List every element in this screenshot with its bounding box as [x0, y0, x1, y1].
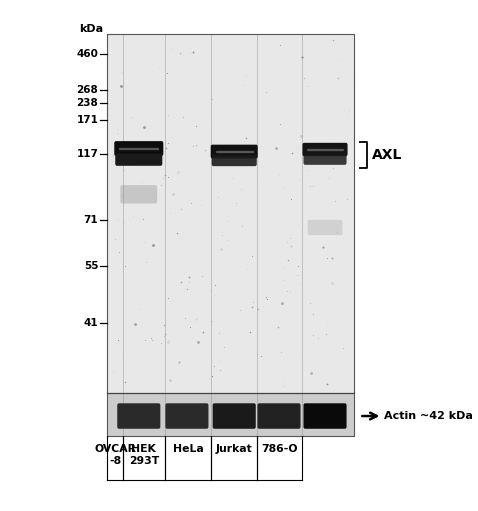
FancyBboxPatch shape: [308, 220, 342, 235]
FancyBboxPatch shape: [165, 403, 208, 429]
FancyBboxPatch shape: [212, 155, 257, 166]
Text: Jurkat: Jurkat: [216, 444, 252, 454]
FancyBboxPatch shape: [117, 403, 160, 429]
Text: Actin ~42 kDa: Actin ~42 kDa: [384, 411, 473, 421]
Text: AXL: AXL: [372, 148, 402, 162]
Bar: [120, 148, 158, 149]
FancyBboxPatch shape: [114, 141, 163, 156]
Text: 71: 71: [84, 215, 98, 225]
Bar: [307, 149, 343, 150]
Bar: [108, 34, 354, 393]
Text: 41: 41: [84, 318, 98, 328]
Bar: [108, 393, 354, 436]
FancyBboxPatch shape: [211, 145, 258, 158]
FancyBboxPatch shape: [213, 403, 256, 429]
Text: 268: 268: [76, 85, 98, 95]
Text: HeLa: HeLa: [173, 444, 203, 454]
Bar: [216, 151, 253, 152]
FancyBboxPatch shape: [304, 403, 347, 429]
Text: 171: 171: [76, 115, 98, 126]
FancyBboxPatch shape: [304, 154, 347, 165]
Text: 786-O: 786-O: [261, 444, 298, 454]
Text: 117: 117: [76, 149, 98, 158]
FancyBboxPatch shape: [115, 154, 163, 166]
Text: kDa: kDa: [79, 24, 103, 34]
Text: 460: 460: [76, 49, 98, 59]
Text: 55: 55: [84, 261, 98, 271]
FancyBboxPatch shape: [120, 185, 157, 203]
Text: HEK
293T: HEK 293T: [129, 444, 159, 466]
FancyBboxPatch shape: [303, 143, 348, 156]
FancyBboxPatch shape: [258, 403, 301, 429]
Text: OVCAR
-8: OVCAR -8: [94, 444, 136, 466]
Text: 238: 238: [76, 98, 98, 108]
